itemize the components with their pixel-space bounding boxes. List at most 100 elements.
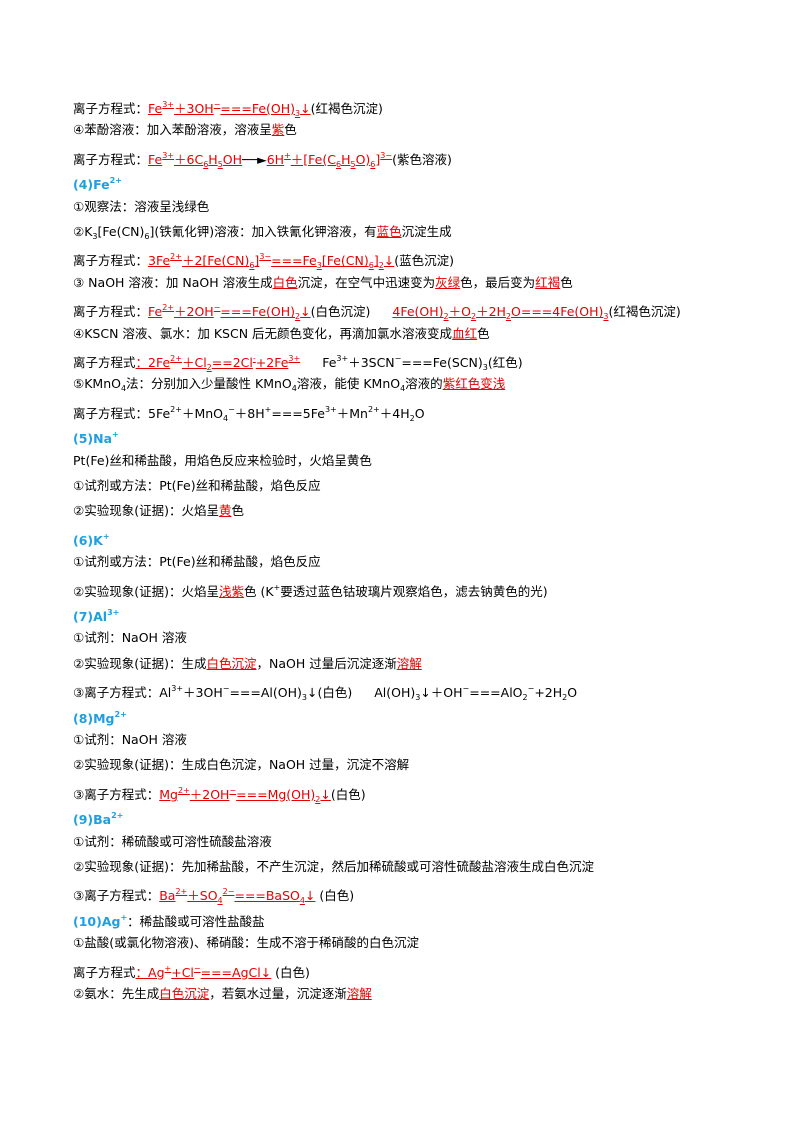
text-segment: 3+ — [171, 684, 184, 694]
text-segment: ，NaOH 过量后沉淀逐渐 — [256, 655, 397, 671]
text-group: ①试剂或方法：Pt(Fe)丝和稀盐酸，焰色反应 — [73, 476, 321, 496]
text-line: ②实验现象(证据)：生成白色沉淀，NaOH 过量后沉淀逐渐溶解 — [73, 654, 444, 674]
text-segment: 2+ — [114, 709, 127, 719]
text-group: 离子方程式：3Fe2+＋2[Fe(CN)6]3−===Fe3[Fe(CN)6]2… — [73, 247, 454, 276]
text-segment: 色，最后变为 — [460, 274, 536, 290]
text-segment: ②实验现象(证据)：先加稀盐酸，不产生沉淀，然后加稀硫酸或可溶性硫酸盐溶液生成白… — [73, 859, 594, 874]
text-segment: ：2Fe — [135, 355, 171, 370]
text-segment: (白色) — [330, 786, 366, 802]
text-segment: Pt(Fe)丝和稀盐酸，用焰色反应来检验时，火焰呈黄色 — [73, 452, 372, 468]
text-segment: 4 — [291, 384, 297, 394]
text-segment: 3 — [301, 693, 307, 703]
text-segment: (紫色溶液) — [392, 151, 452, 167]
text-segment: ](铁氰化钾)溶液：加入铁氰化钾溶液，有 — [149, 224, 377, 239]
text-segment: +Cl — [171, 964, 194, 980]
text-segment: 3 — [92, 232, 98, 241]
text-segment: 离子方程式： — [73, 304, 149, 320]
text-segment: ①试剂：NaOH 溶液 — [73, 630, 187, 646]
text-segment: 3+ — [162, 100, 175, 109]
text-line: 离子方程式：Ag++Cl−===AgCl↓ (白色) — [73, 959, 332, 983]
text-segment: 色 (K — [243, 583, 274, 599]
text-segment: ＋8H — [234, 405, 265, 421]
text-segment: 6 — [249, 261, 255, 271]
text-segment: 2 — [470, 312, 477, 322]
text-segment: 血红 — [452, 325, 478, 341]
text-segment: 2 — [443, 312, 449, 322]
text-segment: ③ NaOH 溶液：加 NaOH 溶液生成 — [73, 274, 273, 290]
text-segment: 2+ — [170, 404, 182, 414]
text-group: ②实验现象(证据)：生成白色沉淀，NaOH 过量，沉淀不溶解 — [73, 755, 409, 775]
text-segment: 2+ — [170, 354, 182, 363]
text-segment: 2 — [522, 693, 528, 703]
text-line: ④苯酚溶液：加入苯酚溶液，溶液呈紫色 — [73, 120, 319, 140]
text-segment: H — [341, 151, 351, 167]
text-segment: 3+ — [324, 404, 337, 414]
text-segment: 4 — [299, 896, 305, 906]
text-segment: 2 — [315, 794, 321, 804]
text-group: ①试剂：NaOH 溶液 — [73, 730, 187, 750]
text-segment: 蓝色 — [376, 224, 402, 239]
text-segment: 4 — [217, 896, 223, 906]
text-group: Pt(Fe)丝和稀盐酸，用焰色反应来检验时，火焰呈黄色 — [73, 451, 372, 471]
text-segment: ＋[Fe(C — [290, 151, 336, 167]
text-group: ③离子方程式：Mg2+＋2OH−===Mg(OH)2↓(白色) — [73, 781, 366, 810]
text-segment: − — [394, 354, 402, 363]
text-segment: ②实验现象(证据)：火焰呈 — [73, 583, 219, 599]
text-segment: (9)Ba — [73, 812, 112, 828]
text-group: 离子方程式：Fe2+＋2OH−===Fe(OH)2↓(白色沉淀) — [73, 298, 370, 327]
text-segment: 6 — [370, 159, 376, 169]
text-segment: 3− — [380, 150, 393, 160]
text-segment: (白色) — [315, 888, 355, 904]
text-segment: ↓ — [300, 304, 311, 320]
text-segment: 6 — [335, 159, 342, 169]
text-segment: ↓(白色) — [306, 685, 353, 701]
text-segment: 白色 — [272, 274, 298, 290]
text-segment: + — [102, 531, 110, 541]
text-segment: 4 — [223, 413, 229, 423]
text-group: ①试剂：NaOH 溶液 — [73, 628, 187, 648]
text-segment: ===AlO — [469, 685, 523, 701]
text-segment: − — [527, 684, 535, 694]
text-group: (7)Al3+ — [73, 603, 119, 627]
text-segment: 2+ — [367, 404, 380, 414]
text-segment: 3 — [295, 109, 301, 118]
text-segment: ＋O — [448, 304, 471, 320]
text-line: ③离子方程式：Mg2+＋2OH−===Mg(OH)2↓(白色) — [73, 781, 388, 810]
text-segment: O — [414, 405, 425, 421]
text-segment: ②氨水：先生成 — [73, 986, 160, 1001]
text-segment: 紫 — [271, 122, 285, 138]
text-segment: + — [264, 404, 272, 414]
text-segment: 法：分别加入少量酸性 KMnO — [126, 376, 292, 392]
text-segment: (红褐色沉淀) — [608, 304, 681, 320]
text-line: ⑤KMnO4法：分别加入少量酸性 KMnO4溶液，能使 KMnO4溶液的紫红色变… — [73, 374, 527, 399]
text-segment: Fe — [148, 101, 163, 116]
text-segment: 色 — [477, 325, 490, 341]
text-line: ③离子方程式：Al3+＋3OH−===Al(OH)3↓(白色) Al(OH)3↓＋… — [73, 679, 599, 708]
text-line: ②实验现象(证据)：先加稀盐酸，不产生沉淀，然后加稀硫酸或可溶性硫酸盐溶液生成白… — [73, 857, 616, 877]
text-group: ④KSCN 溶液、氯水：加 KSCN 后无颜色变化，再滴加氯水溶液变成血红色 — [73, 324, 490, 344]
text-segment: 3 — [415, 693, 421, 703]
text-segment: ] — [373, 253, 379, 269]
text-segment: Al(OH) — [374, 685, 416, 701]
text-segment: ③离子方程式：Al — [73, 685, 172, 701]
text-segment: 6H — [266, 151, 285, 167]
text-segment: (6)K — [73, 532, 103, 548]
text-line: ①试剂：NaOH 溶液 — [73, 628, 209, 648]
text-segment: ──► — [242, 151, 267, 167]
text-segment: Fe — [322, 355, 337, 370]
text-segment: 2 — [206, 363, 212, 372]
text-line: ①试剂：NaOH 溶液 — [73, 730, 209, 750]
text-segment: ②实验现象(证据)：生成白色沉淀，NaOH 过量，沉淀不溶解 — [73, 757, 410, 773]
text-segment: 离子方程式： — [73, 101, 149, 116]
text-segment: ①试剂：稀硫酸或可溶性硫酸盐溶液 — [73, 833, 272, 849]
text-segment: ↓ — [300, 101, 311, 116]
text-segment: 紫红色变浅 — [442, 376, 506, 392]
text-segment: ===BaSO — [234, 888, 300, 904]
text-segment: ＋2H — [476, 304, 506, 320]
text-segment: 4 — [120, 384, 127, 394]
text-group: (4)Fe2+ — [73, 171, 122, 195]
text-segment: ＋3SCN — [348, 355, 395, 370]
text-group: 离子方程式：5Fe2+＋MnO4−＋8H+===5Fe3+＋Mn2+＋4H2O — [73, 400, 425, 429]
text-segment: 2+ — [109, 176, 122, 186]
text-segment: (白色) — [271, 964, 310, 980]
